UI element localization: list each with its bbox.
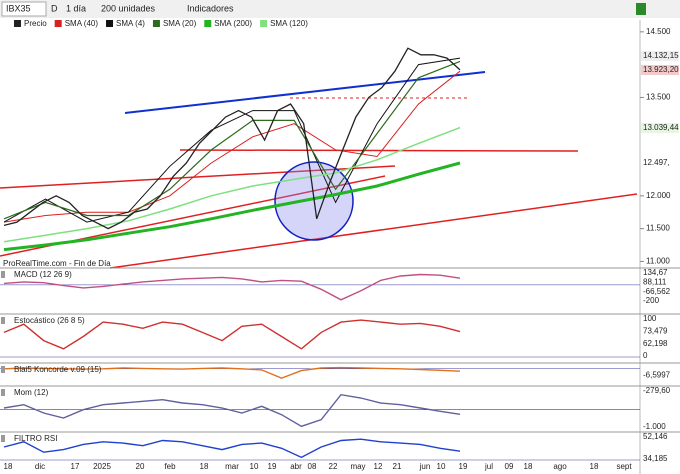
x-tick-label: 21 [393,462,402,471]
period[interactable]: 1 día [66,3,86,13]
x-tick-label: 09 [505,462,514,471]
x-tick-label: dic [35,462,45,471]
panel-axis-label: 88,111 [643,277,667,286]
panel-label-bg [1,271,5,278]
x-tick-label: feb [164,462,176,471]
legend-swatch [54,20,62,27]
legend-entry: Precio [24,19,47,28]
sma-line [3,60,461,220]
x-tick-label: 22 [329,462,338,471]
y-tick-label: 14.500 [646,27,671,36]
panel-title: Estocástico (26 8 5) [14,316,85,325]
x-tick-label: 08 [308,462,317,471]
legend-entry: SMA (120) [270,19,308,28]
price-badge [641,51,679,61]
x-tick-label: 18 [4,462,13,471]
panel-axis-label: -279,60 [643,386,671,395]
toolbar [0,0,680,18]
legend-entry: SMA (40) [65,19,99,28]
badge-label: 12.497, [643,158,670,167]
badge-label: 13.039,44 [643,123,679,132]
indicator-line [3,319,461,350]
panel-title: MACD (12 26 9) [14,270,72,279]
indicator-line [3,438,461,459]
x-tick-label: 18 [590,462,599,471]
panel-axis-label: 34,185 [643,454,668,463]
x-tick-label: 18 [200,462,209,471]
indicator-line [3,366,461,379]
panel-axis-label: -66,562 [643,287,671,296]
x-tick-label: 10 [437,462,446,471]
x-tick-label: may [350,462,365,471]
panel-title: Mom (12) [14,388,49,397]
x-tick-label: 19 [459,462,468,471]
x-tick-label: 18 [524,462,533,471]
icon[interactable] [636,3,646,15]
legend-swatch [152,20,160,27]
indicator-line [3,273,461,301]
panel-axis-label: 52,146 [643,432,668,441]
x-tick-label: 10 [250,462,259,471]
panel-axis-label: 134,67 [643,268,668,277]
x-tick-label: 17 [71,462,80,471]
d-button[interactable]: D [51,3,58,13]
symbol-box[interactable] [1,1,47,17]
y-tick-label: 11.500 [646,224,670,233]
panel-axis-label: 62,198 [643,339,668,348]
price-badge [641,158,679,168]
legend-entry: SMA (4) [116,19,145,28]
sma-line [3,126,461,243]
units[interactable]: 200 unidades [101,3,156,13]
x-tick-label: mar [225,462,239,471]
panel-axis-label: 100 [643,314,657,323]
legend-swatch [260,20,268,27]
legend-swatch [106,20,114,27]
indicator-line [3,393,461,428]
trend-line [179,149,579,152]
y-tick-label: 12.000 [646,191,671,200]
x-tick-label: jul [484,462,493,471]
panel-label-bg [1,317,5,324]
sma-line [3,57,461,223]
panel-title: FILTRO RSI [14,434,57,443]
legend-swatch [204,20,212,27]
panel-label-bg [1,435,5,442]
price-line [3,47,461,230]
x-tick-label: jun [419,462,431,471]
x-tick-label: 20 [136,462,145,471]
panel-axis-label: 0 [643,351,648,360]
panel-title: Blai5 Koncorde v.09 (15) [14,365,102,374]
symbol: IBX35 [6,3,31,13]
indicators[interactable]: Indicadores [187,3,234,13]
x-tick-label: abr [290,462,302,471]
sma-line [3,70,461,223]
badge-label: 13.923,20 [643,65,679,74]
badge-label: 14.132,15 [643,51,679,60]
source: ProRealTime.com - Fin de Día [3,259,111,268]
panel-axis-label: 73,479 [643,326,668,335]
x-tick-label: 19 [268,462,277,471]
x-tick-label: ago [553,462,567,471]
x-tick-label: 2025 [93,462,111,471]
y-tick-label: 13.500 [646,93,671,102]
x-tick-label: sept [616,462,632,471]
trend-line [109,193,638,269]
panel-label-bg [1,389,5,396]
trend-line [124,71,486,114]
panel-label-bg [1,366,5,373]
panel-axis-label: -6,5997 [643,371,671,380]
legend-entry: SMA (20) [163,19,197,28]
price-badge [641,123,679,133]
price-badge [641,65,679,75]
x-tick-label: 12 [374,462,383,471]
legend-swatch [14,20,21,27]
panel-axis-label: -1.000 [643,422,666,431]
y-tick-label: 11.000 [646,257,670,266]
sma-line [3,161,461,252]
trend-line [0,165,396,189]
legend-entry: SMA (200) [214,19,252,28]
panel-axis-label: -200 [643,296,660,305]
